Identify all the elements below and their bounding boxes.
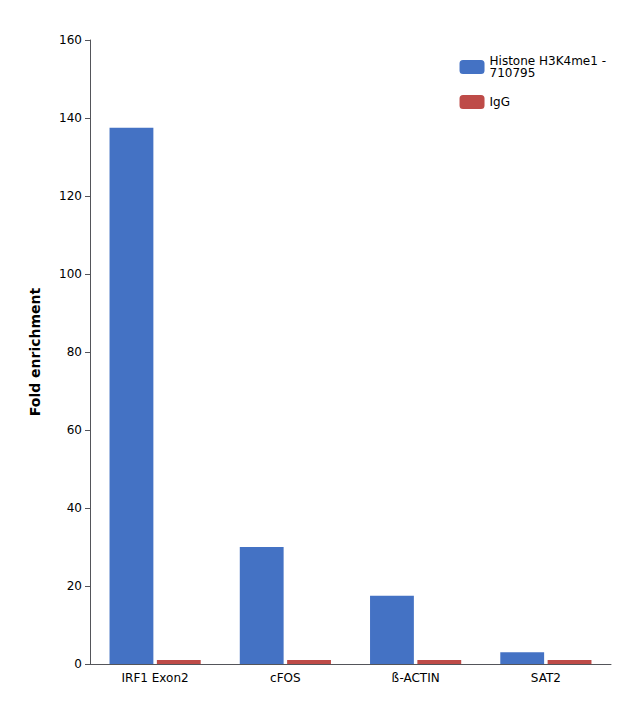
svg-text:Histone H3K4me1 -: Histone H3K4me1 -	[489, 54, 606, 68]
svg-text:IgG: IgG	[490, 95, 510, 109]
svg-text:100: 100	[59, 267, 82, 281]
svg-text:710795: 710795	[490, 66, 536, 80]
svg-text:cFOS: cFOS	[270, 671, 301, 685]
svg-text:140: 140	[59, 111, 82, 125]
svg-text:60: 60	[67, 423, 82, 437]
svg-text:0: 0	[74, 657, 82, 671]
svg-text:IRF1 Exon2: IRF1 Exon2	[122, 671, 189, 685]
svg-text:ß-ACTIN: ß-ACTIN	[392, 671, 440, 685]
svg-text:Fold enrichment: Fold enrichment	[27, 287, 43, 416]
svg-text:SAT2: SAT2	[531, 671, 561, 685]
svg-text:20: 20	[67, 579, 82, 593]
svg-text:160: 160	[59, 33, 82, 47]
svg-text:120: 120	[59, 189, 82, 203]
svg-text:80: 80	[67, 345, 82, 359]
svg-text:40: 40	[67, 501, 82, 515]
